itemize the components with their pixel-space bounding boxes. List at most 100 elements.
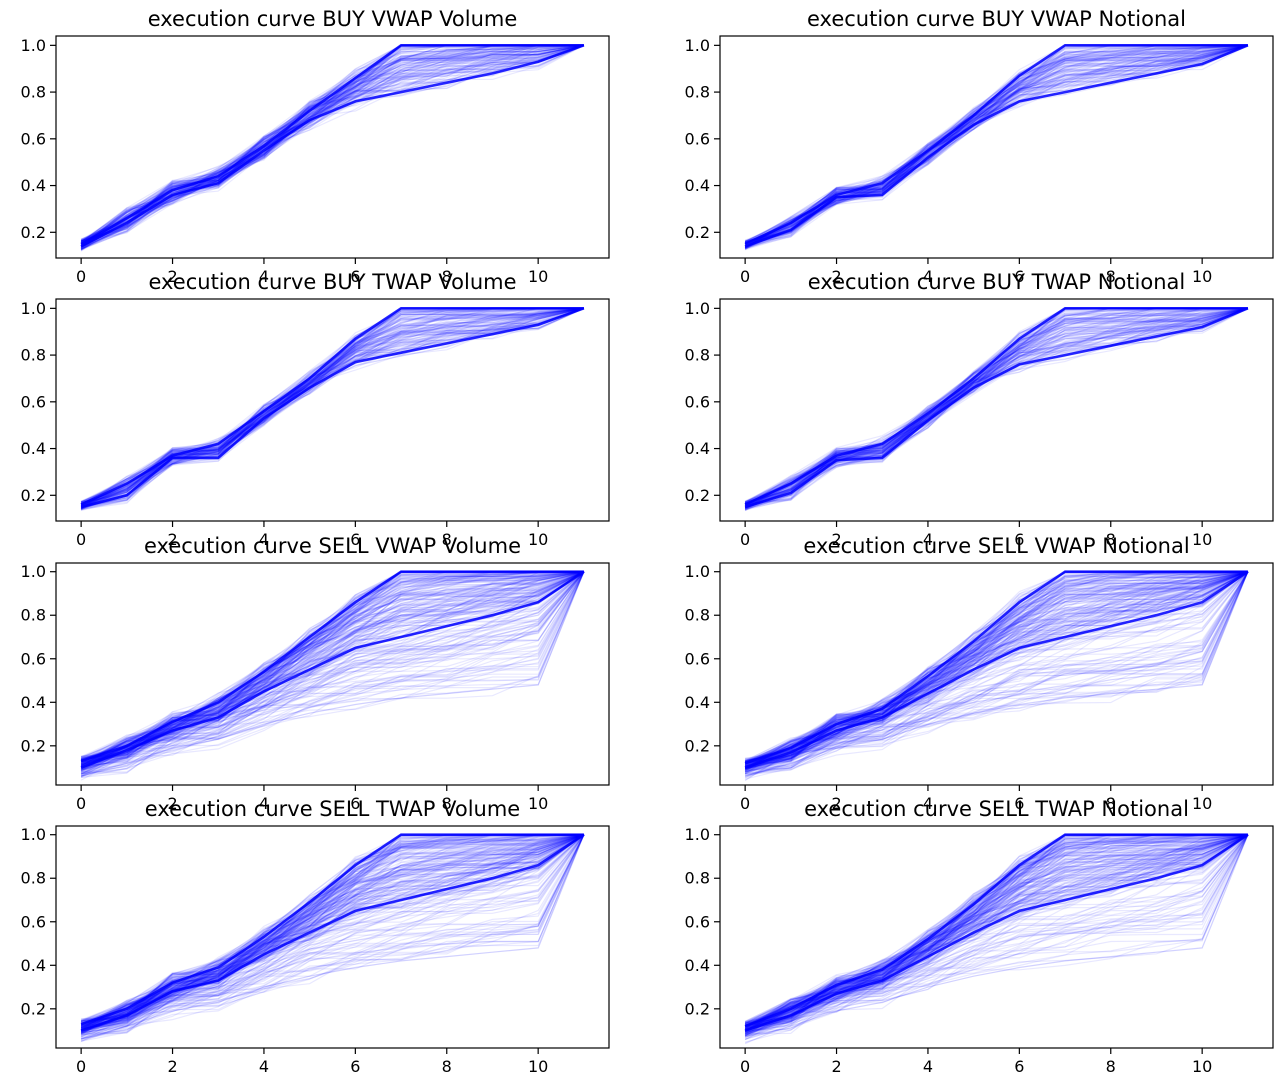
execution-curve [80,571,584,768]
execution-curve [80,571,585,765]
execution-curve [81,571,585,765]
execution-curve [80,571,585,777]
execution-curve [80,44,584,242]
execution-curve [80,571,584,771]
execution-curve [81,571,584,761]
axes-frame [719,35,1274,259]
execution-curve [80,834,585,1032]
y-tick-label: 0.8 [685,869,710,888]
execution-curve [80,44,584,243]
execution-curve [80,571,585,768]
execution-curve [80,571,584,759]
execution-curve [80,44,585,241]
execution-curve [80,834,585,1033]
execution-curve [80,834,585,1027]
execution-curve [745,571,1248,765]
execution-curve [80,834,585,1033]
execution-curve [80,834,585,1027]
execution-curve [80,571,585,772]
execution-curve [80,834,585,1031]
x-tick-label: 4 [923,530,933,549]
execution-curve [744,571,1248,761]
execution-curve [745,571,1249,771]
execution-curve [744,834,1248,1030]
execution-curve [80,571,585,770]
chart-execution-curve-buy-vwap-notional: 0.2 0.4 0.6 0.8 1.0 0 2 4 6 8 10 execution curve BU… [685,7,1274,286]
execution-curve [80,44,584,241]
execution-curve [80,44,584,243]
execution-curve [744,44,1248,242]
x-tick-label: 6 [1014,1057,1024,1076]
execution-curve [744,307,1249,505]
execution-curve [80,571,585,769]
execution-curve [80,834,585,1031]
execution-curve [744,571,1249,762]
execution-curve [744,571,1249,765]
execution-curve [80,571,585,769]
execution-curve [80,834,585,1039]
execution-curve [744,834,1249,1032]
execution-curve [80,307,584,504]
execution-curve [81,834,585,1034]
execution-curve [744,571,1249,770]
execution-curve [80,571,585,768]
execution-curve [80,44,585,243]
execution-curve [744,834,1249,1034]
execution-curve [744,571,1249,763]
series-line-slowest-execution [744,571,1249,777]
execution-curve [744,307,1249,508]
execution-curve [80,571,585,771]
execution-curve [80,307,585,507]
execution-curve [744,834,1249,1025]
execution-curve [80,571,585,767]
execution-curve [744,834,1249,1030]
execution-curve [80,571,585,778]
execution-curve [744,571,1249,765]
execution-curve [80,834,585,1026]
execution-curve [80,834,584,1028]
execution-curve [744,571,1249,774]
execution-curve [744,571,1249,768]
execution-curve [745,571,1249,767]
execution-curve [744,571,1249,765]
execution-curve [80,834,585,1034]
execution-curve [80,571,585,777]
execution-curve [80,571,585,763]
execution-curve [80,571,584,762]
execution-curve [81,571,585,774]
execution-curve [80,834,584,1025]
execution-curve [744,571,1249,770]
execution-curve [80,307,585,504]
execution-curve-cloud [80,834,585,1043]
execution-curve [80,44,584,246]
execution-curve [744,571,1249,775]
execution-curve [744,834,1249,1029]
execution-curve [744,44,1249,246]
execution-curve [744,571,1249,767]
execution-curve [744,571,1249,770]
execution-curve [744,834,1249,1037]
execution-curve [744,834,1249,1034]
execution-curve [744,571,1249,769]
y-tick-label: 1.0 [685,825,710,844]
execution-curve [745,834,1249,1037]
execution-curve [81,834,585,1029]
execution-curve [744,571,1249,767]
execution-curve [744,571,1249,774]
execution-curve [80,571,585,763]
execution-curve [80,571,585,765]
execution-curve [80,44,584,244]
x-tick-label: 10 [1192,530,1212,549]
execution-curve [80,571,585,767]
execution-curve [744,307,1248,504]
execution-curve [744,571,1249,772]
execution-curve [80,571,585,767]
execution-curve [80,44,584,250]
execution-curve [744,44,1248,249]
execution-curve [80,834,585,1043]
x-tick-label: 10 [528,1057,548,1076]
execution-curve [744,834,1249,1030]
execution-curve [80,834,585,1028]
series-line-typical-execution-early-completion [744,833,1248,1028]
execution-curve [80,571,585,767]
